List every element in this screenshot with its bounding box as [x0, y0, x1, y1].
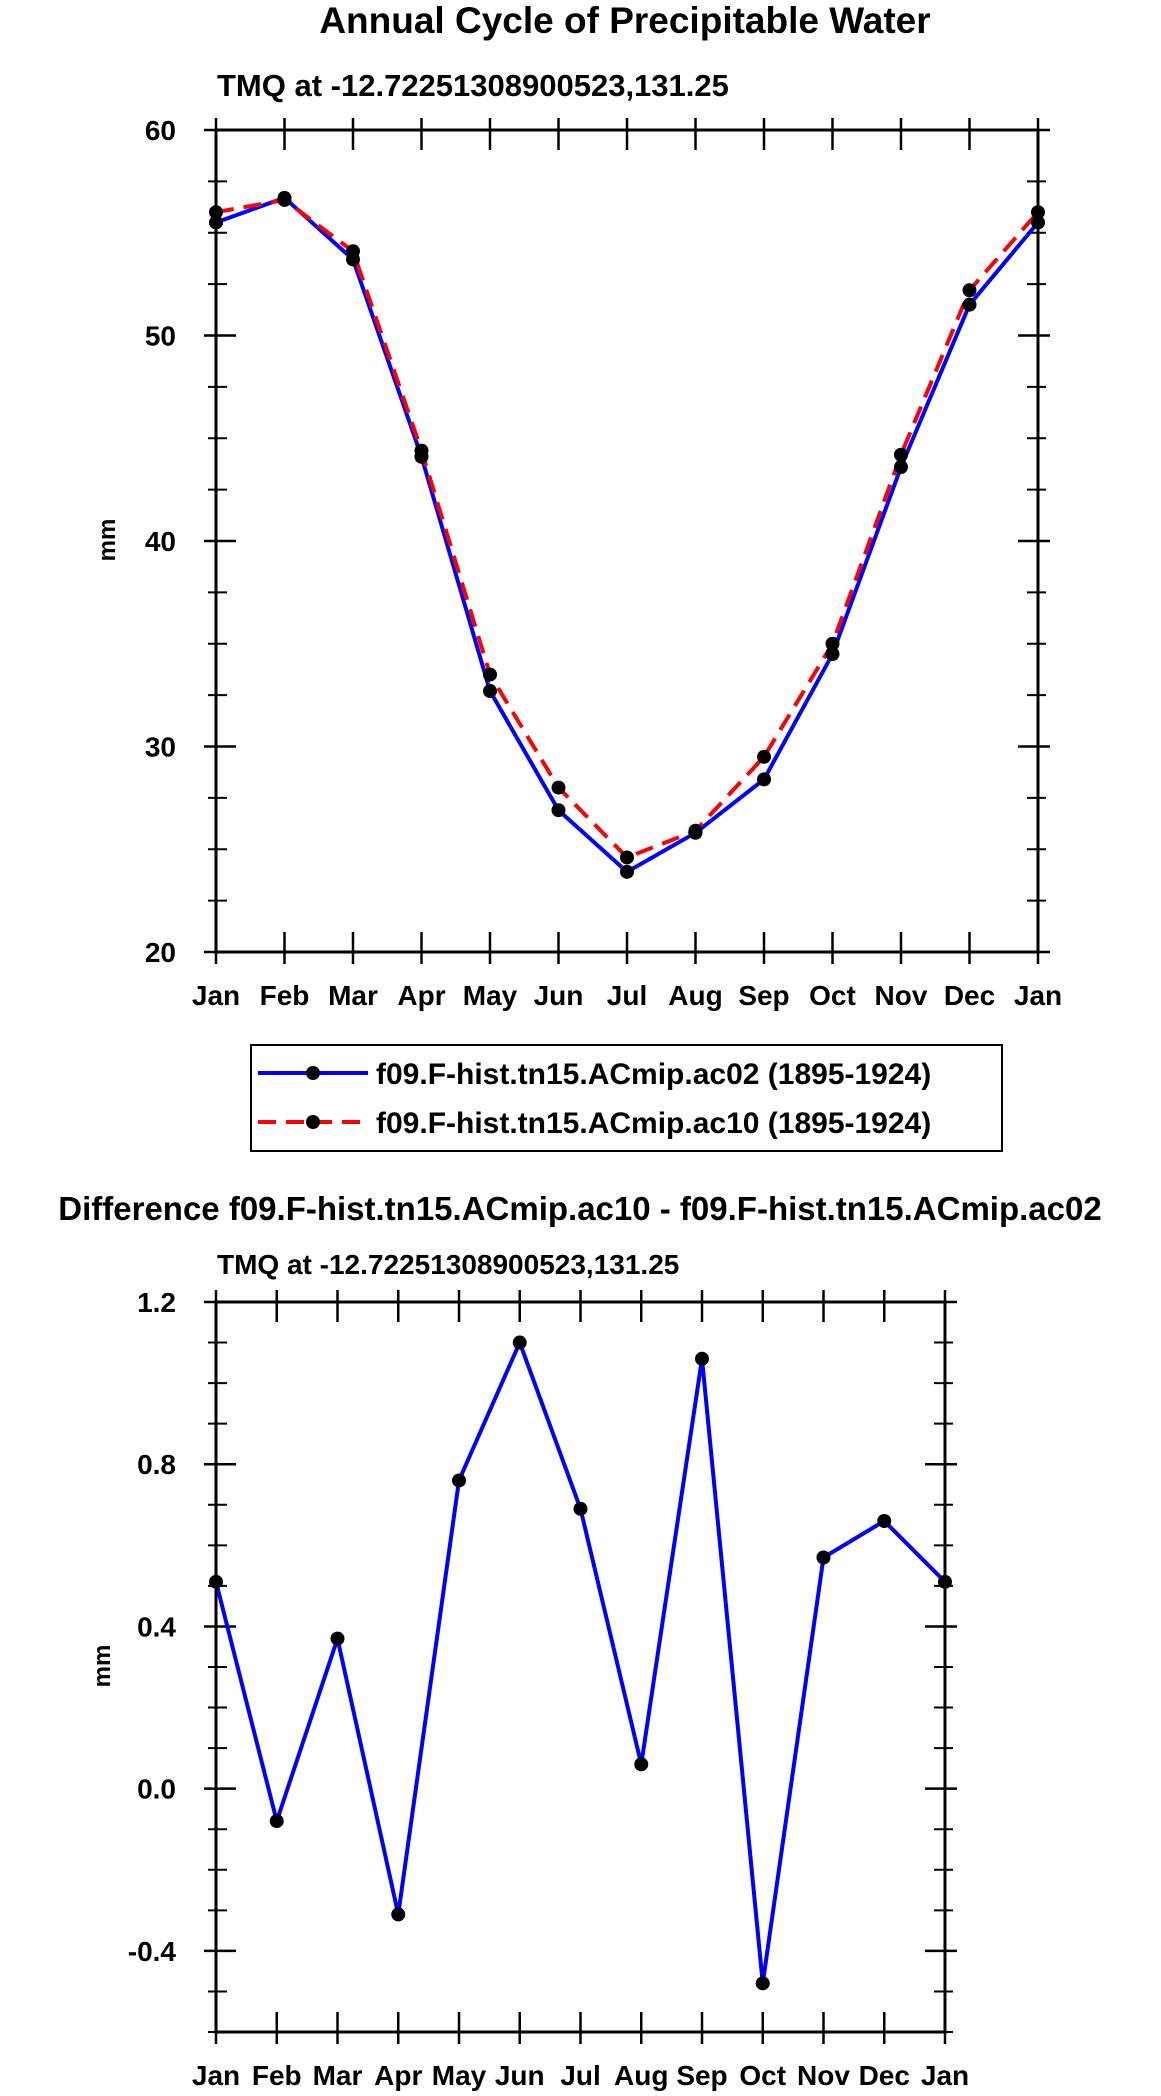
series-group — [209, 1335, 952, 1991]
x-tick-label: Mar — [328, 980, 378, 1011]
data-point-series-2 — [894, 447, 908, 462]
y-tick-label: 0.8 — [137, 1449, 176, 1480]
y-tick-label: 0.4 — [137, 1611, 176, 1642]
data-point-series-1 — [816, 1550, 831, 1565]
legend-label-series-1: f09.F-hist.tn15.ACmip.ac02 (1895-1924) — [376, 1058, 931, 1091]
x-tick-label: Apr — [374, 2060, 422, 2091]
x-tick-label: Jan — [192, 980, 240, 1011]
chart-subtitle: TMQ at -12.72251308900523,131.25 — [217, 1249, 679, 1280]
y-axis-label: mm — [89, 1645, 116, 1688]
x-tick-label: Jun — [534, 980, 584, 1011]
data-point-series-2 — [551, 780, 566, 795]
x-tick-label: Apr — [397, 980, 445, 1011]
y-tick-labels: -0.4 0.0 0.4 0.8 1.2 — [128, 1287, 177, 1967]
y-axis-label: mm — [94, 519, 121, 562]
data-point-series-1 — [620, 864, 634, 879]
axes-ticks — [204, 1290, 957, 2044]
legend-marker-series-1 — [306, 1066, 320, 1080]
legend-marker-series-2 — [306, 1115, 320, 1129]
y-tick-label: 50 — [145, 321, 176, 352]
axes-ticks — [204, 118, 1050, 964]
x-tick-label: Jan — [192, 2060, 240, 2091]
y-tick-label: 0.0 — [137, 1774, 176, 1805]
chart-title: Annual Cycle of Precipitable Water — [319, 0, 930, 41]
data-point-series-1 — [452, 1473, 466, 1488]
data-point-series-1 — [551, 803, 566, 818]
x-tick-label: Jan — [1014, 980, 1062, 1011]
data-point-series-2 — [346, 244, 360, 259]
data-point-series-1 — [894, 460, 908, 475]
annual-cycle-chart: Annual Cycle of Precipitable Water TMQ a… — [94, 0, 1062, 1152]
x-tick-label: Dec — [944, 980, 995, 1011]
data-point-series-1 — [877, 1514, 892, 1528]
data-point-series-1 — [962, 297, 977, 312]
y-tick-label: -0.4 — [128, 1936, 177, 1967]
data-point-series-2 — [277, 192, 292, 207]
x-tick-labels: Jan Feb Mar Apr May Jun Jul Aug Sep Oct Nov Dec Jan — [192, 980, 1062, 1011]
y-tick-label: 40 — [145, 526, 176, 557]
x-tick-label: Oct — [809, 980, 856, 1011]
y-tick-label: 20 — [145, 937, 176, 968]
chart-subtitle: TMQ at -12.72251308900523,131.25 — [217, 68, 729, 103]
legend-box — [250, 1044, 1003, 1152]
data-point-series-2 — [414, 443, 429, 458]
legend: f09.F-hist.tn15.ACmip.ac02 (1895-1924) f… — [250, 1044, 1003, 1152]
data-point-series-2 — [825, 636, 840, 651]
chart-title: Difference f09.F-hist.tn15.ACmip.ac10 - … — [58, 1190, 1101, 1227]
x-tick-label: Aug — [668, 980, 722, 1011]
x-tick-label: Feb — [260, 980, 310, 1011]
data-point-series-2 — [483, 667, 497, 682]
data-point-series-1 — [573, 1501, 588, 1516]
x-tick-label: Nov — [797, 2060, 850, 2091]
x-tick-label: Jun — [495, 2060, 545, 2091]
data-point-series-1 — [512, 1335, 527, 1350]
y-tick-label: 60 — [145, 115, 176, 146]
data-point-series-1 — [695, 1351, 709, 1366]
data-point-series-1 — [757, 772, 771, 787]
data-point-series-1 — [634, 1757, 649, 1772]
x-tick-labels: Jan Feb Mar Apr May Jun Jul Aug Sep Oct Nov Dec Jan — [192, 2060, 969, 2091]
x-tick-label: Jan — [921, 2060, 969, 2091]
y-tick-labels: 20 30 40 50 60 — [145, 115, 176, 968]
x-tick-label: Sep — [738, 980, 789, 1011]
data-point-series-1 — [825, 647, 840, 662]
difference-chart: Difference f09.F-hist.tn15.ACmip.ac10 - … — [58, 1190, 1101, 2091]
x-tick-label: May — [463, 980, 518, 1011]
plot-frame — [214, 128, 1040, 954]
data-point-series-1 — [391, 1907, 406, 1922]
data-point-series-2 — [962, 283, 977, 298]
legend-label-series-2: f09.F-hist.tn15.ACmip.ac10 (1895-1924) — [376, 1107, 931, 1140]
x-tick-label: Feb — [252, 2060, 302, 2091]
series-line-1 — [214, 1340, 947, 1986]
series-line-1 — [215, 195, 1040, 874]
series-group — [209, 190, 1045, 879]
series-line-2 — [215, 197, 1040, 860]
plot-frame — [214, 1300, 947, 2034]
data-point-series-2 — [688, 823, 703, 838]
x-tick-label: Mar — [313, 2060, 363, 2091]
data-point-series-2 — [757, 749, 771, 764]
x-tick-label: Sep — [676, 2060, 727, 2091]
x-tick-label: Jul — [560, 2060, 600, 2091]
x-tick-label: Nov — [875, 980, 928, 1011]
data-point-series-2 — [620, 850, 634, 865]
data-point-series-1 — [330, 1631, 345, 1646]
data-point-series-1 — [755, 1976, 770, 1991]
x-tick-label: Jul — [607, 980, 647, 1011]
x-tick-label: May — [432, 2060, 487, 2091]
x-tick-label: Oct — [739, 2060, 786, 2091]
data-point-series-1 — [269, 1814, 284, 1829]
x-tick-label: Dec — [859, 2060, 910, 2091]
data-point-series-1 — [483, 684, 497, 699]
y-tick-label: 1.2 — [137, 1287, 176, 1318]
y-tick-label: 30 — [145, 732, 176, 763]
x-tick-label: Aug — [614, 2060, 668, 2091]
